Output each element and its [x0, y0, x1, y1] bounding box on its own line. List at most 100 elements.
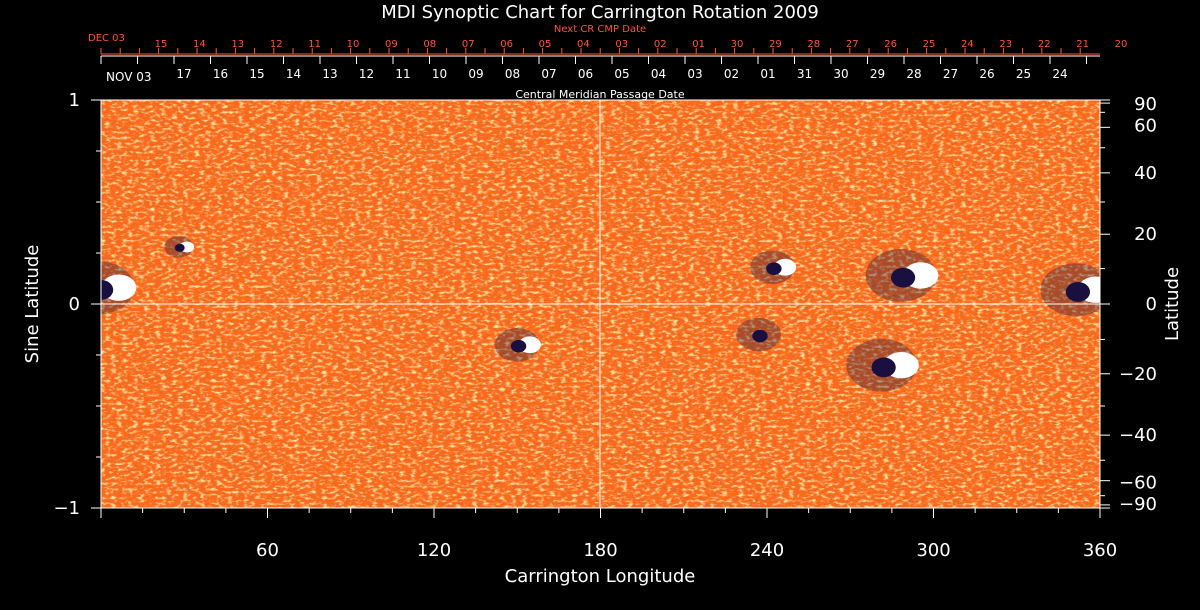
y-right-tick-label: −90	[1119, 494, 1157, 515]
negative-polarity	[101, 279, 114, 300]
cmp-date: 03	[687, 67, 702, 81]
next-cr-axis-label: Next CR CMP Date	[554, 24, 646, 35]
negative-polarity	[752, 329, 768, 343]
y-left-tick-label: −1	[53, 498, 80, 519]
negative-polarity	[510, 339, 527, 353]
cmp-date: 01	[760, 67, 775, 81]
cmp-date: 24	[1052, 67, 1067, 81]
next-cr-date-ticks: 15 14 13 12 11 10 09 08 07 06 05 04 03 02 01 30 29 28 27 26…	[100, 39, 1128, 54]
y-right-tick-label: 60	[1134, 115, 1157, 136]
next-cr-date: 10	[347, 39, 360, 50]
next-cr-date: 07	[462, 39, 475, 50]
cmp-date: 10	[432, 67, 447, 81]
next-cr-date: 15	[155, 39, 168, 50]
cmp-date: 31	[797, 67, 812, 81]
next-cr-date: 05	[539, 39, 552, 50]
active-region	[750, 250, 797, 285]
next-cr-date: 02	[654, 39, 667, 50]
next-cr-date: 22	[1038, 39, 1051, 50]
next-cr-date: 13	[231, 39, 244, 50]
cmp-date: 05	[614, 67, 629, 81]
active-region	[865, 249, 939, 302]
y-right-tick-label: 90	[1134, 94, 1157, 115]
next-cr-date: 08	[423, 39, 436, 50]
next-cr-date: 25	[923, 39, 936, 50]
y-axis-label-right: Latitude	[1162, 267, 1183, 341]
y-left-tick-label: 0	[69, 294, 80, 315]
x-tick-label: 240	[750, 540, 784, 561]
next-cr-date: 11	[308, 39, 321, 50]
cmp-date: 07	[541, 67, 556, 81]
y-right-tick-label: 0	[1146, 294, 1157, 315]
x-tick-label: 60	[256, 540, 279, 561]
cmp-date: 16	[213, 67, 228, 81]
active-region	[736, 317, 781, 352]
x-axis-label: Carrington Longitude	[505, 566, 696, 587]
cmp-date: 29	[870, 67, 885, 81]
active-region	[164, 236, 195, 258]
cmp-date: 17	[176, 67, 191, 81]
cmp-axis-label: Central Meridian Passage Date	[515, 88, 684, 101]
cmp-date: 27	[943, 67, 958, 81]
cmp-date: 28	[906, 67, 921, 81]
y-axis-left: 1 0 −1	[53, 90, 101, 519]
cmp-date: 04	[651, 67, 666, 81]
next-cr-date: 04	[577, 39, 590, 50]
active-regions	[101, 236, 1100, 392]
x-axis: 60 120 180 240 300 360	[100, 508, 1117, 561]
y-right-tick-label: −60	[1119, 473, 1157, 494]
y-right-tick-label: 20	[1134, 224, 1157, 245]
cmp-date: 26	[979, 67, 994, 81]
active-region	[1040, 263, 1100, 317]
y-right-tick-label: −40	[1119, 425, 1157, 446]
cmp-start-label: NOV 03	[106, 70, 152, 84]
next-cr-date: 24	[961, 39, 974, 50]
next-cr-date: 21	[1076, 39, 1089, 50]
next-cr-date: 20	[1115, 39, 1128, 50]
cmp-date: 30	[833, 67, 848, 81]
cmp-date: 09	[468, 67, 483, 81]
next-cr-date: 28	[807, 39, 820, 50]
next-cr-date: 01	[692, 39, 705, 50]
y-right-tick-label: 40	[1134, 163, 1157, 184]
next-cr-date: 03	[615, 39, 628, 50]
y-axis-label-left: Sine Latitude	[22, 245, 43, 364]
x-tick-label: 180	[583, 540, 617, 561]
negative-polarity	[174, 243, 185, 252]
x-tick-label: 360	[1083, 540, 1117, 561]
cmp-date: 25	[1016, 67, 1031, 81]
cmp-date: 02	[724, 67, 739, 81]
next-cr-start-label: DEC 03	[88, 33, 125, 44]
negative-polarity	[766, 262, 782, 275]
cmp-date: 13	[322, 67, 337, 81]
y-right-tick-label: −20	[1119, 364, 1157, 385]
next-cr-date: 06	[500, 39, 513, 50]
cmp-date: 14	[286, 67, 301, 81]
cmp-date: 12	[359, 67, 374, 81]
cmp-date: 11	[395, 67, 410, 81]
y-left-tick-label: 1	[69, 90, 80, 111]
next-cr-date: 09	[385, 39, 398, 50]
next-cr-date: 27	[846, 39, 859, 50]
active-region	[494, 328, 541, 362]
negative-polarity	[890, 267, 916, 288]
x-tick-label: 300	[916, 540, 950, 561]
next-cr-date: 26	[884, 39, 897, 50]
cmp-date: 06	[578, 67, 593, 81]
negative-polarity	[871, 357, 896, 378]
active-region	[101, 261, 137, 315]
cmp-date: 15	[249, 67, 264, 81]
next-cr-date: 30	[731, 39, 744, 50]
next-cr-date: 29	[769, 39, 782, 50]
cmp-date: 08	[505, 67, 520, 81]
next-cr-date: 14	[193, 39, 206, 50]
negative-polarity	[1065, 282, 1090, 302]
cmp-date-ticks: 17 16 15 14 13 12 11 10 09 08 07 06 05 04 03 02 01 31 30 29…	[100, 56, 1087, 81]
x-tick-label: 120	[417, 540, 451, 561]
next-cr-date: 23	[999, 39, 1012, 50]
next-cr-date: 12	[270, 39, 283, 50]
active-region	[846, 338, 919, 392]
chart-title: MDI Synoptic Chart for Carrington Rotati…	[381, 2, 819, 23]
